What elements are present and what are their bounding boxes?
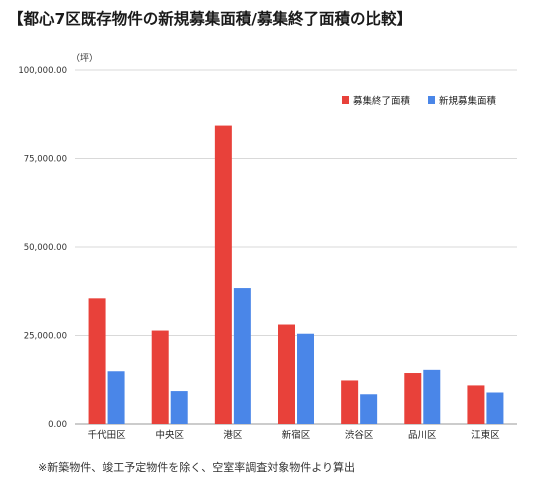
legend: 募集終了面積 新規募集面積 <box>342 95 497 107</box>
bar-ended <box>214 125 232 424</box>
bar-new <box>107 371 125 424</box>
legend-swatch <box>342 96 349 104</box>
bar-new <box>170 391 188 424</box>
x-axis-categories: 千代田区 中央区 港区 新宿区 渋谷区 品川区 江東区 <box>88 429 501 441</box>
grid-lines <box>75 69 517 425</box>
bar-new <box>360 394 378 424</box>
bars <box>88 125 504 424</box>
x-category-label: 千代田区 <box>88 430 127 441</box>
x-category-label: 品川区 <box>408 430 437 441</box>
y-tick-label: 100,000.00 <box>18 66 67 76</box>
legend-label: 新規募集面積 <box>439 95 497 107</box>
y-tick-label: 0.00 <box>48 420 67 430</box>
bar-ended <box>278 324 295 424</box>
legend-swatch <box>428 96 435 104</box>
bar-new <box>423 369 441 424</box>
bar-new <box>486 392 504 424</box>
bar-ended <box>151 330 169 424</box>
y-tick-label: 50,000.00 <box>24 243 67 253</box>
x-category-label: 渋谷区 <box>345 429 374 441</box>
bar-new <box>297 333 314 424</box>
bar-ended <box>341 380 359 424</box>
bar-ended <box>88 298 106 424</box>
x-category-label: 新宿区 <box>282 429 311 441</box>
x-category-label: 中央区 <box>155 429 184 441</box>
legend-label: 募集終了面積 <box>353 95 411 107</box>
x-category-label: 江東区 <box>471 429 500 441</box>
bar-ended <box>467 385 485 424</box>
bar-new <box>233 288 251 424</box>
y-tick-label: 25,000.00 <box>24 332 67 342</box>
y-tick-label: 75,000.00 <box>24 155 67 165</box>
chart-title: 【都心7区既存物件の新規募集面積/募集終了面積の比較】 <box>8 10 412 28</box>
bar-ended <box>404 373 422 424</box>
footnote: ※新築物件、竣工予定物件を除く、空室率調査対象物件より算出 <box>38 461 355 474</box>
x-category-label: 港区 <box>223 429 243 441</box>
y-axis-unit-label: （坪） <box>71 53 98 64</box>
y-axis-ticks: 0.00 25,000.00 50,000.00 75,000.00 100,000.0… <box>18 66 67 430</box>
